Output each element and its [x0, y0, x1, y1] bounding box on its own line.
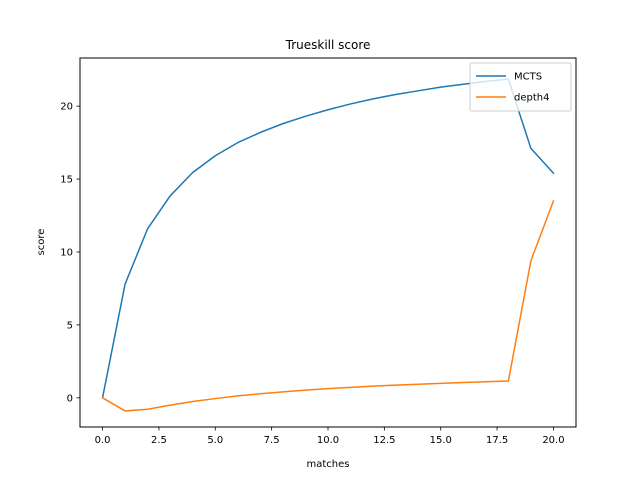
x-axis-ticks: 0.0 2.5 5.0 7.5 10.0 12.5 15.0 17.5 20.0	[95, 427, 565, 446]
x-tick-label: 7.5	[264, 435, 280, 446]
y-axis-ticks: 0 5 10 15 20	[60, 102, 80, 404]
y-tick-label: 15	[60, 175, 73, 186]
legend-items: MCTS depth4	[476, 72, 549, 104]
y-tick-label: 20	[60, 102, 73, 113]
chart-title: Trueskill score	[285, 38, 371, 52]
series-line-depth4	[101, 199, 555, 412]
x-tick-label: 0.0	[95, 435, 111, 446]
x-tick-label: 17.5	[486, 435, 508, 446]
y-tick-label: 5	[67, 320, 73, 331]
x-tick-label: 2.5	[151, 435, 167, 446]
x-tick-label: 20.0	[542, 435, 564, 446]
x-tick-label: 15.0	[430, 435, 452, 446]
legend-box	[469, 62, 572, 112]
y-tick-label: 10	[60, 247, 73, 258]
x-tick-label: 10.0	[317, 435, 339, 446]
x-tick-label: 5.0	[207, 435, 223, 446]
x-axis-label: matches	[307, 459, 350, 470]
plot-area: 0.0 2.5 5.0 7.5 10.0 12.5 15.0 17.5 20.0 0 5 10 15 2…	[60, 57, 577, 446]
legend-label-depth4: depth4	[514, 93, 549, 104]
x-tick-label: 12.5	[373, 435, 395, 446]
y-tick-label: 0	[67, 393, 73, 404]
legend: MCTS depth4	[469, 62, 572, 112]
y-axis-label: score	[36, 229, 47, 256]
legend-label-mcts: MCTS	[514, 72, 542, 83]
